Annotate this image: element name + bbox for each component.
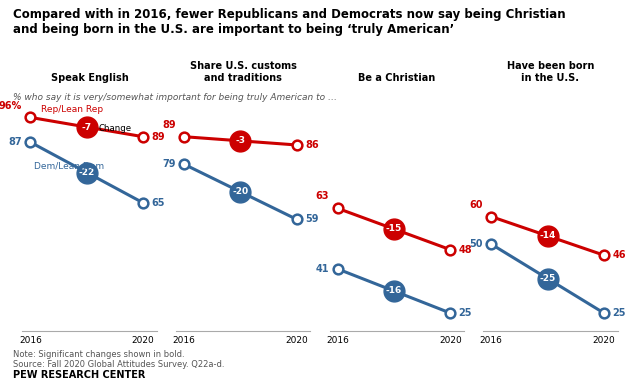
Text: 25: 25 [612,308,626,318]
Text: Have been born
in the U.S.: Have been born in the U.S. [507,61,594,83]
Text: 2020: 2020 [285,336,308,345]
Text: Change: Change [99,124,131,133]
Text: Dem/Lean Dem: Dem/Lean Dem [34,161,104,170]
Text: Rep/Lean Rep: Rep/Lean Rep [41,105,103,114]
Text: Share U.S. customs
and traditions: Share U.S. customs and traditions [190,61,296,83]
Text: 63: 63 [316,192,330,201]
Text: 79: 79 [163,159,176,169]
Text: % who say it is very/somewhat important for being truly American to …: % who say it is very/somewhat important … [13,93,337,102]
Text: PEW RESEARCH CENTER: PEW RESEARCH CENTER [13,370,145,380]
Text: 86: 86 [305,140,319,150]
Text: 48: 48 [459,245,472,255]
Text: 50: 50 [470,239,483,249]
Text: 2016: 2016 [19,336,42,345]
Text: 2020: 2020 [593,336,615,345]
Text: -20: -20 [232,187,248,196]
Text: Be a Christian: Be a Christian [358,73,435,83]
Text: -14: -14 [540,231,556,241]
Text: Compared with in 2016, fewer Republicans and Democrats now say being Christian
a: Compared with in 2016, fewer Republicans… [13,8,565,36]
Text: 96%: 96% [0,101,22,111]
Text: -22: -22 [79,168,95,177]
Text: -7: -7 [82,123,92,131]
Text: 59: 59 [305,214,319,224]
Text: 2016: 2016 [480,336,502,345]
Text: 25: 25 [459,308,472,318]
Text: 2016: 2016 [326,336,349,345]
Text: 87: 87 [8,137,22,147]
Text: 60: 60 [470,200,483,210]
Text: 2020: 2020 [439,336,461,345]
Text: 41: 41 [316,264,330,274]
Text: 65: 65 [152,198,165,208]
Text: Note: Significant changes shown in bold.
Source: Fall 2020 Global Attitudes Surv: Note: Significant changes shown in bold.… [13,350,224,369]
Text: -16: -16 [386,287,402,296]
Text: 2016: 2016 [173,336,195,345]
Text: -3: -3 [236,136,245,145]
Text: 89: 89 [152,132,165,142]
Text: -15: -15 [386,225,402,233]
Text: 46: 46 [612,250,626,260]
Text: 2020: 2020 [132,336,154,345]
Text: -25: -25 [540,274,556,283]
Text: 89: 89 [162,120,176,130]
Text: Speak English: Speak English [51,73,129,83]
